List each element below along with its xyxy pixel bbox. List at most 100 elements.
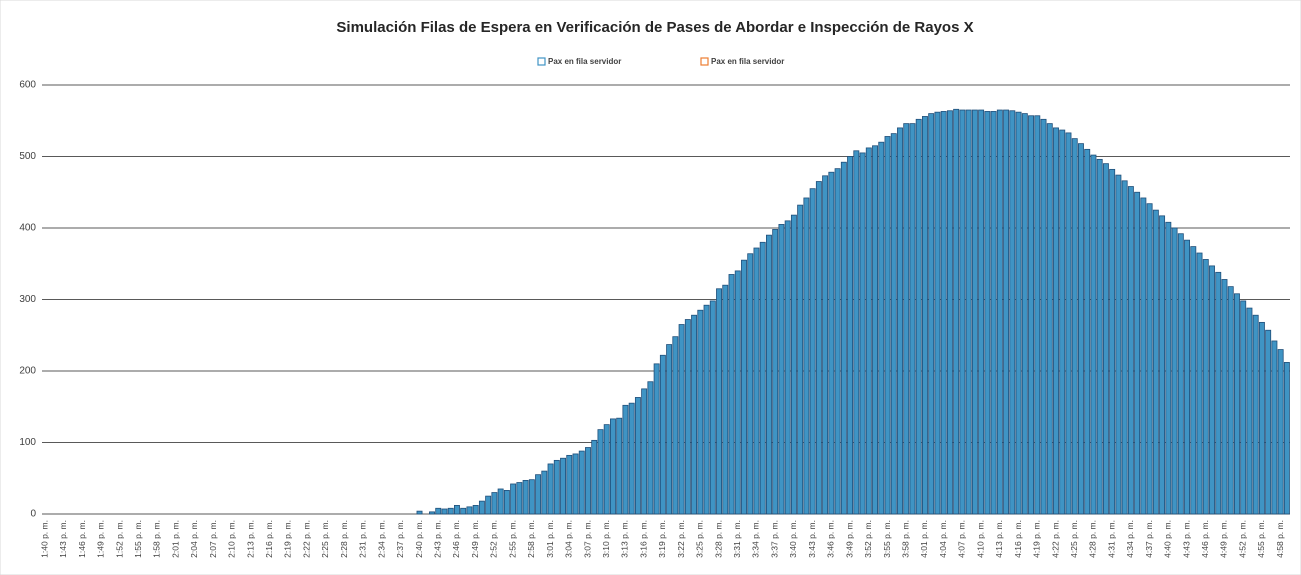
bar [884,136,891,515]
bar [1021,113,1028,515]
bar [466,506,473,515]
legend-swatch [700,57,709,66]
chart-title: Simulación Filas de Espera en Verificaci… [336,19,973,36]
bar [778,224,785,515]
bar [859,152,866,515]
bar [834,168,841,515]
x-tick-label: 2:49 p. m. [470,520,480,558]
x-tick-label: 3:40 p. m. [788,520,798,558]
y-tick-label: 600 [19,80,36,91]
x-tick-label: 2:25 p. m. [320,520,330,558]
bar [622,404,629,515]
bar [1283,362,1290,515]
bar [909,123,916,515]
x-tick-label: 4:22 p. m. [1050,520,1060,558]
bar [454,505,460,515]
x-tick-label: 3:37 p. m. [769,520,779,558]
bar [953,108,960,515]
x-tick-label: 3:52 p. m. [863,520,873,558]
bar [1202,259,1209,515]
x-tick-label: 4:40 p. m. [1163,520,1173,558]
bar [516,482,523,515]
bar [578,450,585,515]
x-tick-label: 4:34 p. m. [1125,520,1135,558]
x-tick-label: 2:46 p. m. [451,520,461,558]
y-tick-label: 100 [19,437,36,448]
x-tick-label: 3:28 p. m. [713,520,723,558]
bar [1252,314,1259,515]
bar [1046,123,1053,515]
x-tick-label: 4:49 p. m. [1219,520,1229,558]
bar [1246,307,1253,515]
bar [1009,110,1016,515]
bar [491,492,498,515]
bar [1121,180,1128,515]
bar [766,234,772,515]
bar [641,388,648,515]
x-tick-label: 4:10 p. m. [975,520,985,558]
x-tick-label: 2:37 p. m. [395,520,405,558]
bar [1127,186,1134,515]
legend-label: Pax en fila servidor [711,57,784,66]
bar [865,147,872,515]
bar [1084,148,1091,515]
bar [628,402,635,515]
bar [610,418,616,515]
bar [747,253,754,515]
bar [1015,111,1022,515]
bar [541,470,548,515]
x-tick-label: 4:52 p. m. [1237,520,1247,558]
bar [1109,168,1116,515]
x-tick-label: 2:07 p. m. [208,520,218,558]
x-tick-label: 2:58 p. m. [526,520,536,558]
x-tick-label: 4:46 p. m. [1200,520,1210,558]
bar [1271,340,1278,515]
x-tick-label: 2:40 p. m. [414,520,424,558]
x-tick-label: 1:58 p. m. [152,520,162,558]
x-tick-label: 3:49 p. m. [844,520,854,558]
bar [890,133,897,515]
x-tick-label: 3:22 p. m. [676,520,686,558]
bar [934,111,941,515]
x-tick-label: 2:43 p. m. [432,520,442,558]
bar [772,229,779,515]
x-tick-label: 4:16 p. m. [1013,520,1023,558]
bar [784,220,791,515]
bar [1240,300,1247,515]
bar [722,284,729,515]
bar [503,490,510,515]
bar [572,453,579,515]
x-tick-label: 1:43 p. m. [58,520,68,558]
bar [1034,115,1041,515]
bar [616,417,623,515]
bar [803,197,810,515]
bar [928,113,935,515]
x-tick-label: 4:58 p. m. [1275,520,1285,558]
bar [1258,321,1265,515]
bar [659,354,666,515]
bar [435,507,442,515]
x-tick-label: 4:25 p. m. [1069,520,1079,558]
bar [591,439,598,515]
bar [878,141,885,515]
bar [1265,329,1272,515]
bar [853,150,860,515]
bar [566,454,573,515]
bar [828,171,835,515]
bar [691,314,698,515]
bar [460,507,467,515]
bar [1065,132,1072,515]
bar [1277,349,1284,515]
x-tick-label: 3:34 p. m. [751,520,761,558]
bar [709,300,716,515]
bar [965,109,972,515]
bar [472,505,479,515]
x-tick-label: 3:19 p. m. [657,520,667,558]
bar [1053,127,1059,515]
x-tick-label: 1:46 p. m. [77,520,87,558]
x-tick-label: 3:04 p. m. [564,520,574,558]
bar [797,204,804,515]
x-tick-label: 4:28 p. m. [1088,520,1098,558]
bar [946,110,953,515]
bar [1234,293,1240,515]
